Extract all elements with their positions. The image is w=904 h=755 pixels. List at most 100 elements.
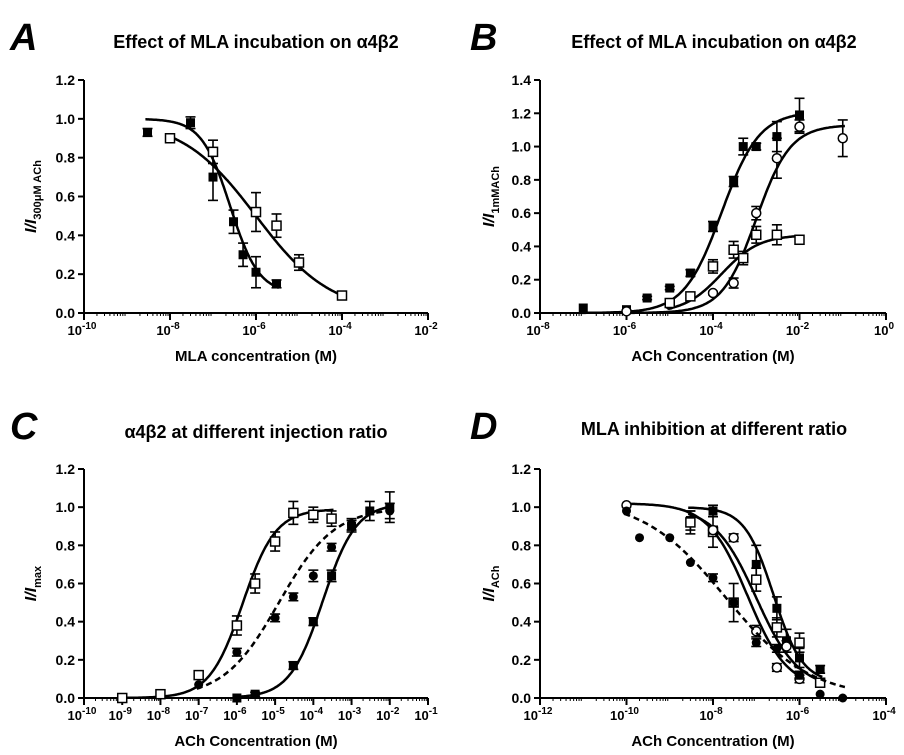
data-point (814, 677, 826, 688)
x-axis-label: ACh Concentration (M) (631, 348, 794, 365)
data-point (116, 692, 128, 704)
y-tick-label: 0.2 (56, 652, 76, 668)
data-point (794, 121, 805, 132)
data-point (771, 622, 783, 633)
y-axis-label: I/Imax (23, 565, 44, 601)
x-tick-label: 10-10 (68, 706, 97, 723)
x-tick-label: 10-8 (699, 706, 723, 723)
x-tick-label: 10-8 (147, 706, 171, 723)
data-point (685, 268, 695, 278)
data-point (707, 261, 719, 272)
data-point (794, 234, 805, 246)
data-point (707, 524, 719, 536)
data-point (728, 277, 739, 289)
data-point (327, 542, 337, 552)
data-point (729, 177, 739, 187)
x-tick-label: 10-12 (524, 706, 553, 723)
data-point (272, 279, 282, 289)
fit-curve (623, 512, 846, 689)
data-point (685, 558, 695, 568)
y-tick-label: 0.0 (512, 305, 532, 321)
y-tick-label: 0.2 (56, 266, 76, 282)
fit-curve (235, 505, 392, 699)
data-point (795, 653, 804, 663)
data-point (751, 207, 762, 219)
data-point (207, 146, 219, 158)
series-2 (232, 491, 395, 703)
series-1 (685, 510, 826, 688)
y-tick-label: 0.6 (512, 205, 532, 221)
data-point (308, 571, 318, 581)
data-point (365, 506, 375, 516)
chart-panel-a: A Effect of MLA incubation on α4β2 0.0 0.2 0… (9, 17, 438, 365)
series-2 (621, 500, 805, 685)
x-tick-label: 10-5 (261, 706, 285, 723)
data-point (771, 662, 783, 673)
series-0 (142, 116, 282, 289)
data-point (288, 661, 298, 671)
x-tick-label: 10-2 (376, 706, 400, 723)
data-point (795, 110, 804, 120)
data-point (665, 283, 675, 293)
y-tick-label: 0.8 (512, 537, 532, 553)
data-point (250, 689, 260, 699)
x-tick-label: 10-2 (786, 321, 810, 338)
y-tick-label: 0.8 (56, 537, 76, 553)
data-point (308, 509, 319, 521)
data-point (665, 533, 675, 543)
x-tick-label: 10-6 (786, 706, 810, 723)
data-point (621, 306, 632, 317)
data-point (232, 647, 242, 657)
y-tick-label: 0.4 (56, 227, 76, 243)
data-point (385, 502, 395, 512)
x-tick-label: 10-6 (613, 321, 637, 338)
panel-label: D (470, 406, 497, 448)
x-tick-label: 100 (874, 321, 894, 338)
fit-curve (624, 124, 845, 315)
data-point (231, 620, 243, 631)
data-point (772, 603, 782, 613)
x-tick-label: 10-6 (223, 706, 247, 723)
data-point (143, 127, 153, 137)
y-tick-label: 0.0 (512, 690, 532, 706)
y-tick-label: 1.2 (56, 461, 76, 477)
data-point (685, 291, 696, 302)
fit-curve (120, 508, 334, 700)
data-point (642, 293, 652, 303)
y-tick-label: 0.2 (512, 272, 532, 288)
y-axis-label: I/I1mMACh (481, 166, 502, 227)
y-tick-label: 0.8 (512, 172, 532, 188)
chart-panel-b: B Effect of MLA incubation on α4β2 0.0 0.2 0… (470, 17, 894, 365)
data-point (326, 513, 337, 524)
chart-title: Effect of MLA incubation on α4β2 (113, 32, 398, 52)
y-tick-label: 1.2 (512, 461, 532, 477)
panel-label: C (10, 406, 38, 448)
y-tick-label: 1.0 (512, 139, 532, 155)
data-point (155, 688, 166, 700)
x-tick-label: 10-2 (414, 321, 438, 338)
fit-curve (196, 509, 392, 690)
data-point (772, 643, 782, 653)
x-tick-label: 10-10 (68, 321, 97, 338)
y-tick-label: 1.2 (56, 72, 76, 88)
panel-label: B (470, 17, 497, 59)
data-point (635, 533, 645, 543)
x-tick-label: 10-6 (242, 321, 266, 338)
data-point (251, 267, 261, 277)
data-point (751, 142, 761, 152)
data-point (250, 206, 262, 218)
x-axis-label: MLA concentration (M) (175, 348, 337, 365)
data-point (708, 573, 718, 583)
chart-title: MLA inhibition at different ratio (581, 419, 847, 439)
series-2 (664, 223, 805, 311)
data-point (578, 303, 588, 313)
data-point (238, 250, 248, 260)
fit-curve (145, 118, 280, 289)
data-point (751, 574, 762, 585)
data-point (193, 669, 204, 681)
y-tick-label: 0.6 (512, 576, 532, 592)
series-1 (621, 119, 848, 317)
data-point (781, 641, 792, 652)
data-point (728, 244, 739, 256)
